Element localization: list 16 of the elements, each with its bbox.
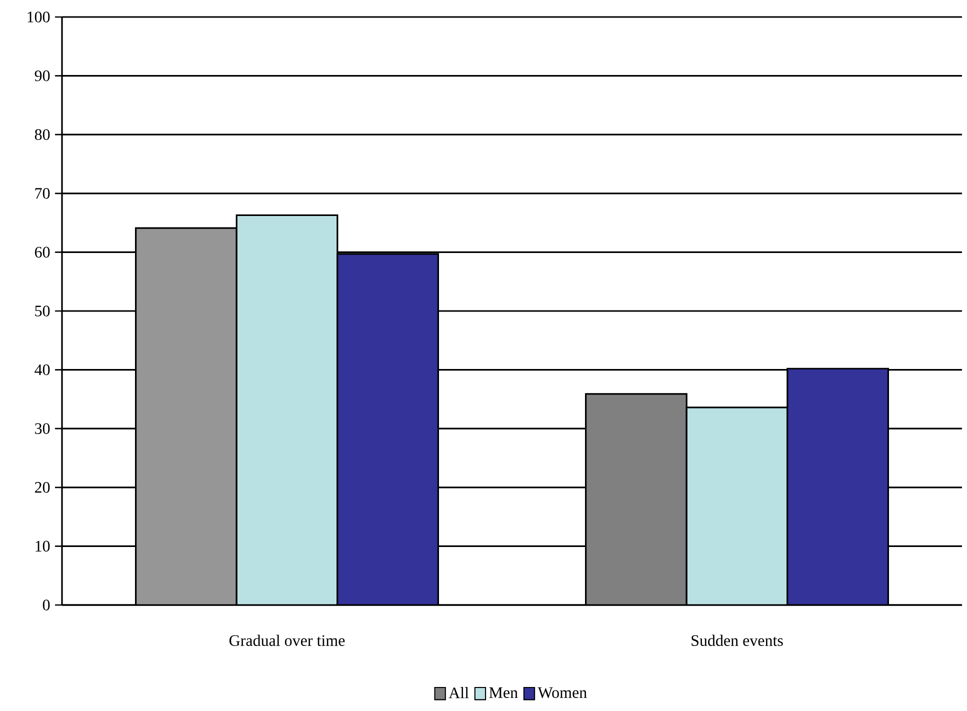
y-tick-label: 100 xyxy=(28,12,50,22)
legend-label: Men xyxy=(489,687,518,698)
x-tick-label: Gradual over time xyxy=(229,634,345,646)
y-tick-label: 80 xyxy=(34,129,50,140)
x-tick-label: Sudden events xyxy=(692,634,783,646)
y-tick-label: 20 xyxy=(35,482,50,493)
y-tick-label: 0 xyxy=(42,600,50,610)
y-tick-label: 30 xyxy=(35,423,50,434)
legend-label: Women xyxy=(538,687,587,698)
y-tick-label: 60 xyxy=(34,246,50,258)
legend-label: All xyxy=(448,687,469,698)
y-tick-label: 90 xyxy=(34,70,50,82)
y-tick-label: 70 xyxy=(35,188,50,199)
y-tick-label: 40 xyxy=(34,364,50,376)
y-tick-label: 10 xyxy=(36,540,50,552)
y-tick-label: 50 xyxy=(35,306,50,316)
